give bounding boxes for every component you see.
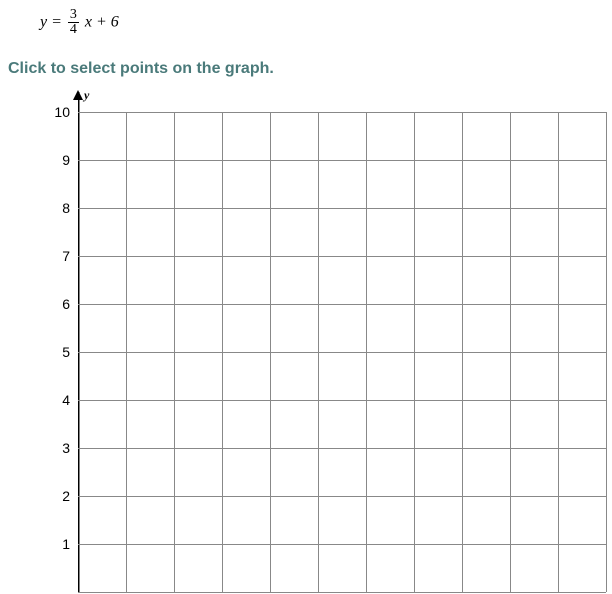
equation-lhs: y — [40, 14, 47, 31]
graph-grid[interactable] — [78, 92, 608, 594]
y-tick-label: 4 — [40, 392, 70, 408]
y-tick-label: 6 — [40, 296, 70, 312]
y-tick-label: 8 — [40, 200, 70, 216]
equation-rhs: x + 6 — [85, 14, 119, 31]
y-tick-label: 1 — [40, 536, 70, 552]
fraction-numerator: 3 — [68, 8, 79, 23]
y-tick-label: 3 — [40, 440, 70, 456]
fraction: 3 4 — [68, 8, 79, 37]
y-tick-label: 5 — [40, 344, 70, 360]
y-tick-label: 10 — [40, 104, 70, 120]
equation: y = 3 4 x + 6 — [40, 8, 119, 37]
y-tick-label: 7 — [40, 248, 70, 264]
instruction-text: Click to select points on the graph. — [8, 60, 274, 78]
equals-sign: = — [51, 14, 66, 31]
graph-area[interactable]: y 10987654321 — [32, 92, 602, 572]
y-tick-label: 2 — [40, 488, 70, 504]
fraction-denominator: 4 — [68, 23, 79, 37]
y-tick-label: 9 — [40, 152, 70, 168]
